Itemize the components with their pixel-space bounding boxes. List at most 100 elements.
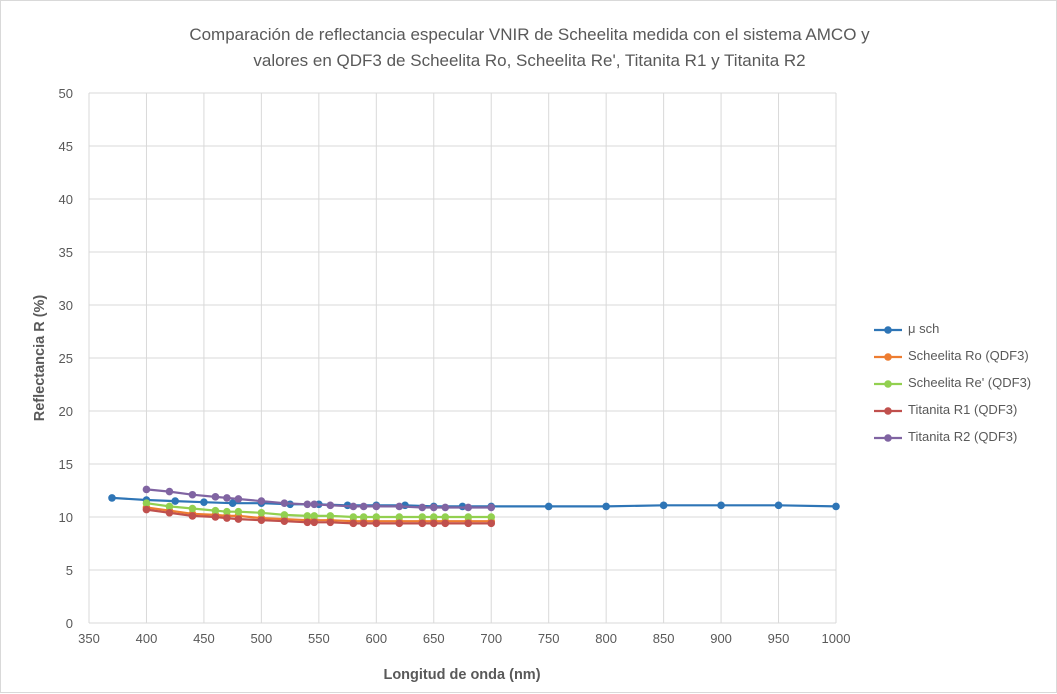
x-tick-label: 600 (365, 631, 387, 646)
data-point (441, 513, 450, 521)
data-point (441, 519, 450, 528)
data-point (142, 499, 151, 508)
data-point (223, 507, 231, 516)
y-tick-label: 15 (59, 457, 73, 472)
data-point (234, 507, 243, 516)
data-point (395, 502, 404, 511)
data-point (429, 513, 438, 521)
data-point (418, 503, 427, 512)
data-point (774, 501, 783, 510)
data-point (326, 518, 335, 527)
y-tick-label: 10 (59, 510, 73, 525)
data-point (211, 506, 220, 515)
x-tick-label: 700 (480, 631, 502, 646)
data-point (200, 498, 208, 506)
data-point (165, 502, 174, 511)
legend-label: μ sch (908, 321, 940, 336)
series-4 (142, 485, 496, 512)
data-point (544, 502, 553, 511)
data-point (464, 513, 473, 521)
y-tick-label: 5 (66, 563, 73, 578)
y-tick-label: 35 (59, 245, 73, 260)
x-tick-label: 400 (136, 631, 158, 646)
data-point (165, 508, 174, 517)
series-group (108, 485, 840, 528)
x-tick-label: 500 (251, 631, 273, 646)
y-axis-label: Reflectancia R (%) (32, 295, 48, 422)
data-point (211, 513, 220, 521)
data-point (257, 508, 266, 517)
data-point (280, 499, 289, 508)
y-tick-label: 25 (59, 351, 73, 366)
data-point (257, 516, 266, 524)
data-point (188, 512, 197, 520)
data-point (223, 514, 231, 522)
data-point (464, 503, 473, 512)
x-tick-label: 650 (423, 631, 445, 646)
legend-label: Scheelita Re' (QDF3) (908, 375, 1032, 390)
x-tick-label: 450 (193, 631, 215, 646)
x-axis-label: Longitud de onda (nm) (383, 667, 540, 683)
y-tick-label: 50 (59, 86, 73, 101)
legend-label: Scheelita Ro (QDF3) (908, 348, 1029, 363)
data-point (223, 494, 231, 502)
x-tick-label: 850 (653, 631, 675, 646)
data-point (487, 503, 496, 512)
y-tick-label: 0 (66, 616, 73, 631)
x-tick-labels: 350 400 450 500 550 600 650 700 750 800 850 900 950 1… (78, 631, 850, 646)
data-point (108, 494, 116, 502)
data-point (359, 513, 368, 521)
data-point (418, 513, 427, 521)
data-point (372, 519, 381, 528)
y-tick-labels: 0 5 10 15 20 25 30 35 40 45 50 (59, 86, 73, 631)
legend-swatch (874, 326, 902, 334)
x-tick-label: 950 (768, 631, 790, 646)
data-point (349, 513, 358, 521)
legend-swatch (874, 407, 902, 415)
data-point (349, 502, 358, 511)
y-tick-label: 45 (59, 139, 73, 154)
data-point (464, 519, 473, 528)
legend-swatch (874, 434, 902, 442)
series-3 (142, 505, 496, 528)
data-point (717, 501, 725, 510)
x-tick-label: 900 (710, 631, 732, 646)
y-tick-label: 20 (59, 404, 73, 419)
data-point (429, 503, 438, 512)
data-point (349, 519, 358, 528)
chart-title-line-1: Comparación de reflectancia especular VN… (189, 25, 870, 44)
data-point (395, 519, 404, 528)
legend-swatch (874, 353, 902, 361)
data-point (165, 487, 174, 496)
y-tick-label: 30 (59, 298, 73, 313)
legend-swatch (874, 380, 902, 388)
legend-label: Titanita R1 (QDF3) (908, 402, 1018, 417)
data-point (372, 513, 381, 521)
x-tick-label: 550 (308, 631, 330, 646)
data-point (211, 493, 220, 501)
data-point (303, 500, 312, 509)
data-point (303, 518, 312, 527)
legend-label: Titanita R2 (QDF3) (908, 429, 1018, 444)
data-point (326, 512, 335, 520)
data-point (659, 501, 668, 510)
data-point (487, 519, 496, 528)
data-point (234, 515, 243, 523)
data-point (257, 497, 266, 505)
series-line (111, 496, 837, 508)
data-point (188, 490, 197, 499)
x-tick-label: 800 (595, 631, 617, 646)
x-tick-label: 750 (538, 631, 560, 646)
data-point (359, 519, 368, 528)
data-point (188, 504, 197, 513)
data-point (280, 517, 289, 526)
chart-title-line-2: valores en QDF3 de Scheelita Ro, Scheeli… (253, 51, 806, 70)
y-tick-label: 40 (59, 192, 73, 207)
data-point (487, 513, 496, 521)
data-point (832, 502, 840, 511)
data-point (310, 518, 319, 527)
data-point (326, 501, 335, 510)
data-point (228, 499, 237, 508)
